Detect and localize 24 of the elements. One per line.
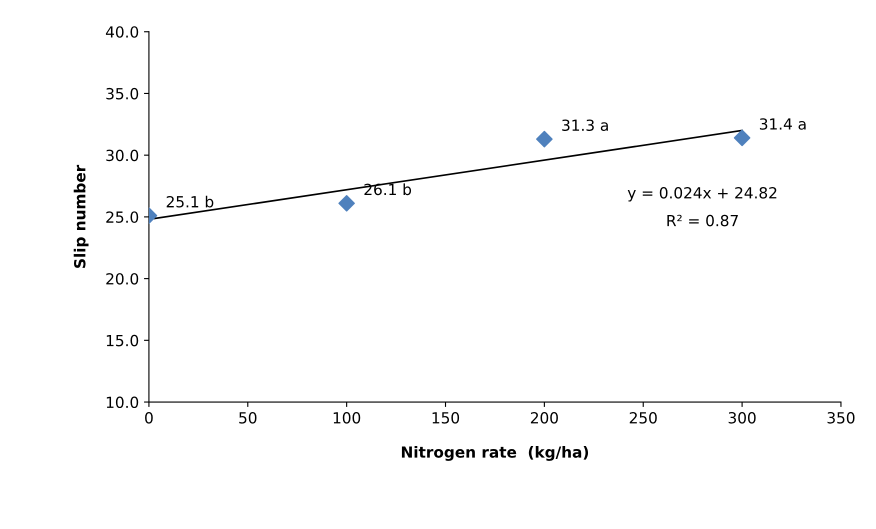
data-label: 25.1 b <box>166 196 214 208</box>
x-tick-label: 200 <box>530 412 558 424</box>
x-tick-label: 50 <box>239 412 256 424</box>
data-label: 31.4 a <box>760 118 806 130</box>
annotation: y = 0.024x + 24.82 <box>628 187 776 202</box>
y-axis-title: Slip number <box>74 164 89 268</box>
x-tick-label: 0 <box>145 412 153 424</box>
y-tick-label: 10.0 <box>106 396 138 408</box>
x-tick-label: 250 <box>630 412 657 424</box>
x-tick-label: 100 <box>334 412 360 424</box>
y-tick-label: 35.0 <box>106 88 138 100</box>
x-tick-label: 150 <box>432 412 460 424</box>
data-label: 31.3 a <box>562 119 608 132</box>
x-tick-label: 350 <box>828 412 855 424</box>
x-tick-label: 300 <box>728 412 756 424</box>
y-tick-label: 20.0 <box>106 273 138 285</box>
y-tick-label: 25.0 <box>106 211 138 223</box>
y-tick-label: 40.0 <box>106 26 138 38</box>
point <box>536 130 553 148</box>
annotation: R² = 0.87 <box>667 214 738 226</box>
x-axis-title: Nitrogen rate (kg/ha) <box>402 446 588 461</box>
y-tick-label: 30.0 <box>106 150 138 162</box>
point <box>734 130 750 146</box>
y-tick-label: 15.0 <box>106 334 138 346</box>
